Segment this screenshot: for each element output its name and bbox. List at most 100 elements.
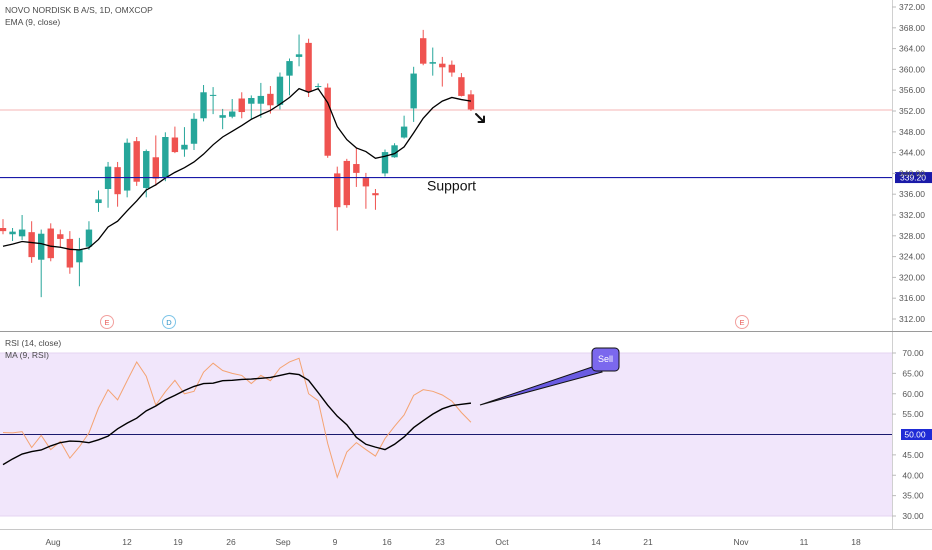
price-tick-label: 312.00 xyxy=(899,314,925,324)
candle-body xyxy=(123,142,131,191)
svg-text:E: E xyxy=(104,318,109,327)
candle-body xyxy=(95,199,102,204)
rsi-tick-label: 70.00 xyxy=(902,348,924,358)
candle xyxy=(209,87,217,115)
rsi-tick-label: 45.00 xyxy=(902,450,924,460)
candle-body xyxy=(276,76,284,105)
time-tick-label: 21 xyxy=(643,537,653,547)
candle xyxy=(439,56,446,87)
ema-indicator-label[interactable]: EMA (9, close) xyxy=(5,17,60,27)
candle-body xyxy=(439,63,446,68)
candle-body xyxy=(38,233,45,260)
candle-body xyxy=(267,93,274,106)
event-marker-earnings-1[interactable]: E xyxy=(100,315,114,329)
rsi-tick-label: 60.00 xyxy=(902,389,924,399)
candle xyxy=(57,229,64,248)
down-arrow-icon[interactable] xyxy=(475,113,485,123)
candle-body xyxy=(286,61,293,76)
candle xyxy=(295,34,303,67)
candle xyxy=(133,137,140,186)
candle xyxy=(95,190,102,212)
candle xyxy=(448,60,456,77)
candle-body xyxy=(66,238,74,268)
candle xyxy=(276,72,284,110)
time-tick-label: 14 xyxy=(591,537,601,547)
candle-body xyxy=(381,152,389,174)
rsi-ma-line xyxy=(2,372,472,466)
candle xyxy=(0,219,7,235)
rsi-indicator-label[interactable]: RSI (14, close) xyxy=(5,338,61,348)
price-tick-label: 320.00 xyxy=(899,272,925,282)
candle xyxy=(219,108,226,130)
candle xyxy=(362,172,370,209)
candle-body xyxy=(152,157,159,179)
candle xyxy=(353,147,360,187)
ema-line xyxy=(2,87,472,251)
candle-body xyxy=(400,126,408,138)
rsi-ma-indicator-label[interactable]: MA (9, RSI) xyxy=(5,350,49,360)
candle-body xyxy=(420,38,427,64)
candle xyxy=(372,189,379,210)
candle-body xyxy=(257,95,265,104)
candle-body xyxy=(429,62,436,64)
time-tick-label: 12 xyxy=(122,537,132,547)
candle-body xyxy=(0,228,7,232)
candle-body xyxy=(314,86,322,88)
candle-body xyxy=(295,54,303,57)
candle-body xyxy=(458,77,465,96)
candle xyxy=(429,47,436,76)
support-annotation[interactable]: Support xyxy=(427,178,476,194)
candle xyxy=(286,58,293,96)
candle-body xyxy=(248,98,255,104)
candle xyxy=(76,237,83,287)
event-marker-earnings-2[interactable]: E xyxy=(735,315,749,329)
candle-body xyxy=(171,137,179,153)
candle xyxy=(343,158,350,208)
candle xyxy=(38,229,45,298)
time-tick-label: Sep xyxy=(275,537,290,547)
candle-body xyxy=(238,98,245,113)
candle xyxy=(171,126,179,154)
candle-body xyxy=(18,229,26,237)
candles-group xyxy=(0,29,475,298)
candle xyxy=(66,231,74,274)
candle-body xyxy=(362,178,370,187)
candle xyxy=(400,115,408,139)
candle xyxy=(248,95,255,120)
candle xyxy=(257,82,265,118)
candle xyxy=(410,66,417,122)
symbol-title[interactable]: NOVO NORDISK B A/S, 1D, OMXCOP xyxy=(5,5,153,15)
candle xyxy=(47,223,54,262)
price-tick-label: 328.00 xyxy=(899,231,925,241)
candle xyxy=(162,132,169,182)
candle xyxy=(114,161,121,207)
candle-body xyxy=(209,94,217,96)
candle xyxy=(381,149,389,177)
candle-body xyxy=(47,228,54,259)
price-tick-label: 336.00 xyxy=(899,189,925,199)
candle xyxy=(267,86,274,114)
candle xyxy=(305,38,312,97)
sell-callout-box xyxy=(591,347,620,372)
event-marker-dividend[interactable]: D xyxy=(162,315,176,329)
time-tick-label: Nov xyxy=(733,537,749,547)
candle xyxy=(181,127,188,157)
rsi-line xyxy=(2,357,472,479)
price-tick-label: 360.00 xyxy=(899,64,925,74)
candle xyxy=(190,113,198,150)
candle-body xyxy=(28,232,35,258)
price-tick-label: 364.00 xyxy=(899,44,925,54)
svg-text:D: D xyxy=(166,318,172,327)
time-tick-label: 23 xyxy=(435,537,445,547)
sell-callout[interactable]: Sell xyxy=(479,347,620,406)
candle-body xyxy=(162,137,169,178)
candle-body xyxy=(76,249,83,263)
candle-body xyxy=(305,42,312,92)
candle-body xyxy=(353,164,360,173)
candle-body xyxy=(324,87,331,156)
price-tick-label: 356.00 xyxy=(899,85,925,95)
price-tick-label: 316.00 xyxy=(899,293,925,303)
candle-body xyxy=(143,151,150,188)
price-tick-label: 332.00 xyxy=(899,210,925,220)
